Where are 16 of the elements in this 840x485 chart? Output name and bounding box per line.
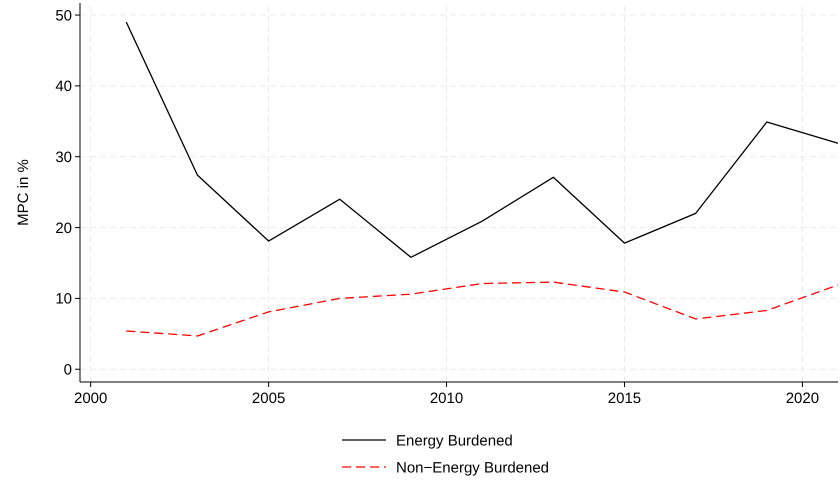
legend-label: Non−Energy Burdened bbox=[396, 459, 550, 476]
x-tick-label: 2010 bbox=[430, 390, 464, 407]
y-tick-label: 40 bbox=[55, 78, 72, 96]
x-tick-label: 2005 bbox=[252, 390, 286, 407]
line-series bbox=[126, 21, 839, 258]
line-series bbox=[126, 281, 839, 337]
y-tick-label: 50 bbox=[55, 7, 72, 24]
x-tick-label: 2020 bbox=[786, 390, 820, 407]
y-axis-title: MPC in % bbox=[15, 159, 32, 226]
y-tick-label: 0 bbox=[64, 362, 72, 378]
y-tick-label: 10 bbox=[55, 290, 72, 308]
y-tick-label: 20 bbox=[55, 220, 72, 237]
x-tick-label: 2015 bbox=[608, 390, 642, 407]
x-tick-label: 2000 bbox=[74, 390, 108, 407]
legend-label: Energy Burdened bbox=[396, 432, 513, 450]
y-tick-label: 30 bbox=[55, 148, 72, 166]
